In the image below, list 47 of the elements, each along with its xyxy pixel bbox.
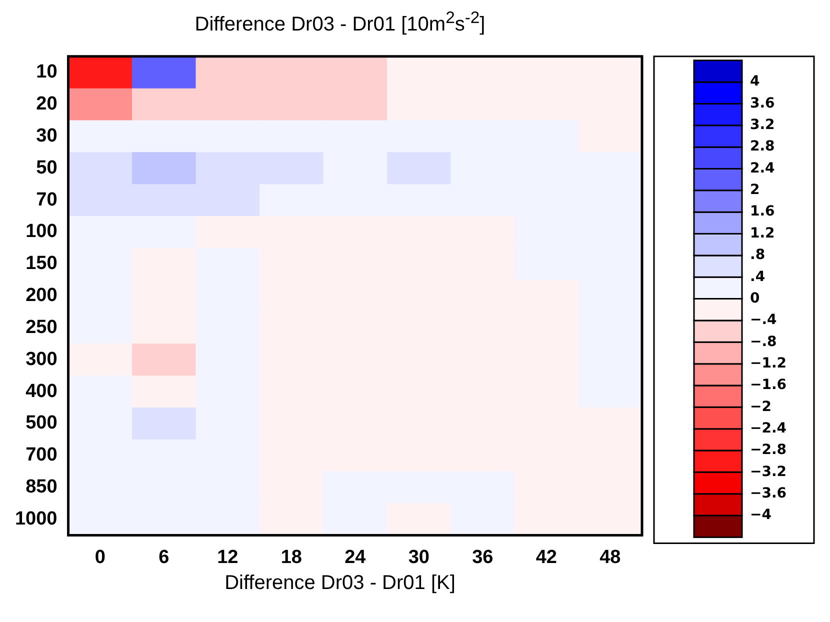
color-bar-label: −.8 [750, 334, 777, 350]
y-tick-label: 200 [26, 285, 58, 306]
color-bar-label: −2 [750, 398, 772, 415]
x-tick-label: 12 [217, 546, 238, 568]
color-bar-label: −2.4 [750, 420, 787, 436]
y-tick-label: 70 [36, 189, 58, 210]
y-tick-label: 1000 [14, 508, 58, 530]
y-tick-label: 20 [36, 94, 58, 115]
text: Difference Dr03 - Dr01 [K] [224, 572, 456, 595]
color-bar-label: −4 [750, 507, 772, 524]
color-bar-label: .8 [750, 247, 766, 264]
color-bar-label: 1.6 [750, 204, 775, 220]
y-tick-label: 30 [36, 125, 58, 146]
y-tick-label: 400 [26, 380, 58, 402]
x-tick-label: 48 [600, 546, 621, 568]
x-tick-label: 30 [408, 546, 430, 568]
color-bar-label: −1.2 [750, 355, 787, 372]
color-bar-label: 3.6 [750, 95, 775, 112]
color-bar-label: 0 [750, 290, 760, 306]
color-bar-label: .4 [750, 268, 766, 285]
color-bar-label: 3.2 [750, 117, 775, 134]
x-tick-label: 24 [344, 546, 366, 568]
x-tick-label: 6 [158, 546, 170, 568]
color-bar-label: −1.6 [750, 377, 787, 394]
y-tick-label: 300 [26, 348, 58, 370]
y-tick-label: 150 [26, 253, 58, 274]
y-tick-label: 50 [36, 157, 58, 178]
y-tick-label: 700 [26, 444, 58, 466]
y-tick-label: 100 [26, 221, 58, 242]
x-tick-label: 42 [536, 546, 557, 568]
color-bar-label: 4 [750, 74, 760, 90]
x-tick-label: 18 [280, 546, 302, 568]
y-tick-label: 250 [26, 316, 58, 338]
color-bar-label: 2.8 [750, 138, 775, 155]
color-bar-label: −.4 [750, 312, 778, 328]
y-tick-label: 10 [36, 62, 58, 83]
y-tick-label: 850 [26, 476, 58, 498]
color-bar-label: 1.2 [750, 225, 775, 242]
color-bar-label: −2.8 [750, 442, 787, 458]
color-bar-label: −3.6 [750, 485, 787, 502]
x-tick-label: 0 [94, 546, 106, 568]
chart-title: Difference Dr03 - Dr01 [10m$^{2}$s$^{-2}$] [194, 8, 486, 38]
color-bar-label: 2 [750, 182, 760, 198]
y-tick-label: 500 [26, 412, 58, 434]
x-tick-label: 36 [472, 546, 494, 568]
color-bar-label: −3.2 [750, 464, 787, 480]
color-bar-label: 2.4 [750, 160, 776, 176]
